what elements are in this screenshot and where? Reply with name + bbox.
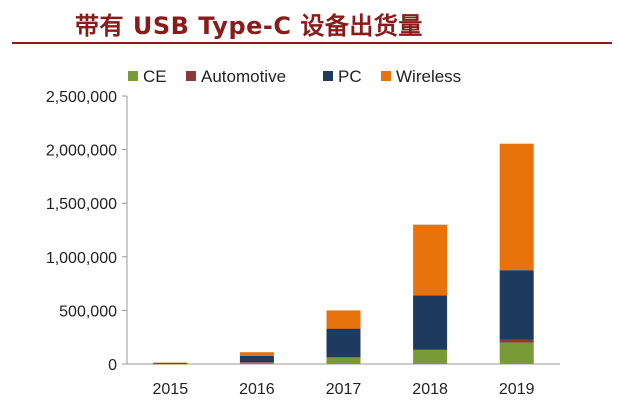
bar-segment — [153, 363, 188, 365]
bars — [153, 143, 534, 365]
bar-segment — [413, 224, 448, 296]
title-divider — [12, 42, 612, 44]
x-tick-label: 2017 — [326, 381, 362, 398]
y-tick-label: 0 — [108, 357, 117, 374]
bar-segment — [153, 362, 188, 364]
bar-segment — [326, 357, 361, 364]
y-tick-label: 2,500,000 — [46, 89, 117, 106]
x-tick-label: 2016 — [239, 381, 275, 398]
legend-label: PC — [338, 67, 362, 86]
legend-swatch — [381, 71, 391, 81]
y-tick-label: 2,000,000 — [46, 143, 117, 160]
bar-segment — [499, 143, 534, 271]
legend-swatch — [186, 71, 196, 81]
x-axis: 2015 2016 2017 2018 2019 — [127, 363, 560, 398]
bar-segment — [326, 357, 361, 358]
bar-segment — [413, 348, 448, 351]
x-tick-label: 2019 — [499, 381, 535, 398]
bar-segment — [499, 342, 534, 364]
legend-label: Wireless — [396, 67, 461, 86]
bar-segment — [239, 352, 274, 356]
bar-segment — [239, 355, 274, 363]
bar-segment — [239, 362, 274, 364]
legend-label: CE — [143, 67, 167, 86]
legend-label: Automotive — [201, 67, 286, 86]
bar-segment — [326, 328, 361, 358]
bar-segment — [413, 350, 448, 364]
legend-swatch — [323, 71, 333, 81]
bar-segment — [326, 310, 361, 329]
legend-swatch — [128, 71, 138, 81]
y-tick-label: 500,000 — [59, 303, 117, 320]
x-tick-label: 2015 — [153, 381, 189, 398]
y-tick-label: 1,500,000 — [46, 196, 117, 213]
y-axis: 0 500,000 1,000,000 1,500,000 2,000,000 2,500… — [46, 89, 128, 374]
chart-title: 带有 USB Type-C 设备出货量 — [75, 12, 423, 40]
bar-segment — [499, 339, 534, 343]
y-tick-label: 1,000,000 — [46, 250, 117, 267]
bar-segment — [413, 295, 448, 349]
bar-segment — [239, 362, 274, 363]
bar-segment — [153, 362, 188, 364]
x-tick-label: 2018 — [412, 381, 448, 398]
legend: CE Automotive PC Wireless — [128, 67, 461, 86]
bar-segment — [499, 270, 534, 340]
